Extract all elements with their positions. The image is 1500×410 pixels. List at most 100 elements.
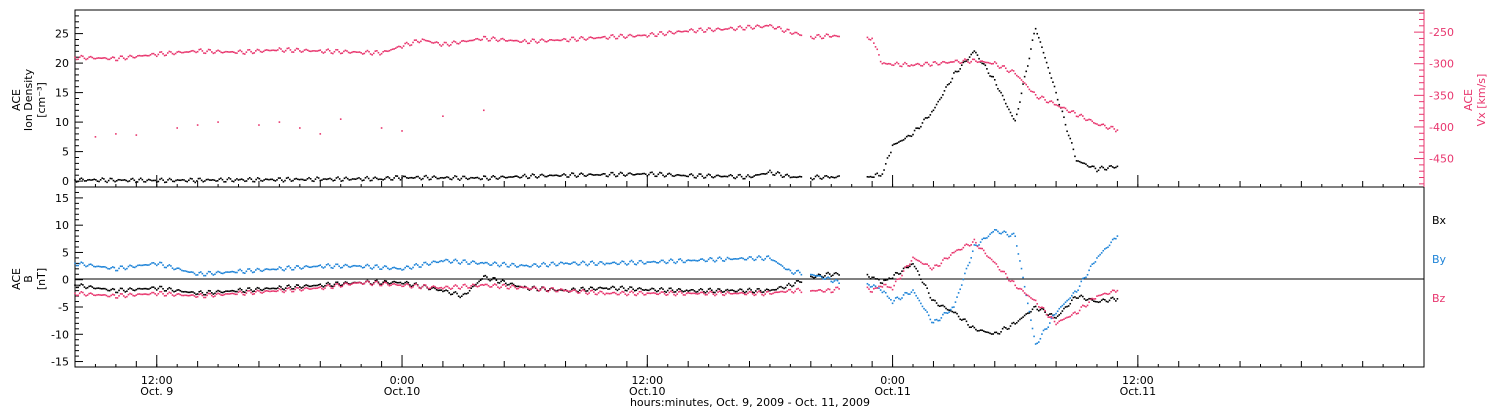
- data-point: [100, 57, 103, 60]
- data-point: [613, 261, 616, 264]
- data-point: [234, 179, 237, 181]
- data-point: [1037, 98, 1040, 100]
- data-point: [396, 46, 399, 48]
- data-point: [1058, 105, 1061, 108]
- data-point: [652, 173, 655, 175]
- data-point: [915, 63, 917, 65]
- data-point: [215, 290, 218, 293]
- data-point: [343, 264, 345, 267]
- data-point: [871, 285, 873, 288]
- data-point: [401, 130, 403, 132]
- series-by: [74, 229, 1119, 345]
- data-point: [511, 39, 513, 42]
- data-point: [262, 291, 265, 294]
- data-point: [310, 288, 312, 290]
- data-point: [273, 268, 276, 271]
- data-point: [688, 173, 691, 176]
- data-point: [204, 52, 207, 55]
- data-point: [962, 246, 965, 249]
- data-point: [201, 50, 204, 52]
- data-point: [407, 177, 410, 179]
- data-point: [778, 286, 781, 288]
- data-point: [1115, 237, 1117, 240]
- data-point: [1001, 94, 1004, 97]
- data-point: [236, 178, 238, 180]
- data-point: [445, 258, 447, 261]
- data-point: [893, 284, 895, 287]
- data-point: [602, 262, 605, 265]
- data-point: [945, 312, 947, 314]
- data-point: [171, 52, 174, 55]
- data-point: [709, 27, 711, 30]
- data-point: [649, 171, 652, 174]
- data-point: [390, 282, 392, 285]
- data-point: [976, 54, 979, 56]
- data-point: [915, 267, 917, 270]
- data-point: [951, 306, 954, 309]
- data-point: [387, 283, 389, 286]
- data-point: [594, 293, 597, 296]
- data-point: [371, 284, 373, 287]
- data-point: [514, 264, 517, 267]
- data-point: [868, 284, 870, 286]
- data-point: [354, 264, 356, 267]
- data-point: [836, 286, 839, 289]
- data-point: [240, 269, 243, 272]
- data-point: [168, 177, 171, 180]
- data-point: [107, 295, 109, 298]
- data-point: [311, 50, 314, 52]
- data-point: [717, 288, 719, 290]
- top-panel-frame: [74, 9, 1425, 188]
- data-point: [188, 294, 191, 297]
- data-point: [390, 284, 392, 287]
- data-point: [288, 47, 290, 49]
- data-point: [881, 173, 884, 175]
- data-point: [965, 243, 968, 246]
- data-point: [369, 267, 372, 269]
- data-point: [325, 285, 328, 287]
- data-point: [108, 295, 111, 298]
- data-point: [214, 273, 216, 276]
- data-point: [283, 288, 285, 291]
- data-point: [714, 260, 716, 263]
- data-point: [821, 289, 823, 292]
- data-point: [729, 258, 732, 261]
- data-point: [209, 292, 212, 295]
- data-point: [538, 289, 540, 292]
- data-point: [129, 292, 131, 295]
- data-point: [777, 262, 779, 264]
- data-point: [475, 285, 477, 287]
- data-point: [624, 37, 627, 39]
- data-point: [448, 45, 450, 47]
- data-point: [1042, 308, 1045, 311]
- data-point: [673, 175, 675, 178]
- data-point: [916, 297, 919, 299]
- data-point: [363, 179, 365, 181]
- data-point: [210, 272, 213, 275]
- data-point: [197, 177, 200, 180]
- x-axis-label: hours:minutes, Oct. 9, 2009 - Oct. 11, 2…: [630, 396, 870, 409]
- data-point: [648, 173, 650, 176]
- data-point: [1115, 166, 1117, 169]
- data-point: [231, 50, 234, 53]
- data-point: [1111, 296, 1114, 299]
- data-point: [80, 291, 83, 293]
- data-point: [995, 84, 998, 86]
- data-point: [78, 262, 81, 265]
- data-point: [306, 265, 309, 268]
- data-point: [1014, 119, 1017, 122]
- data-point: [467, 263, 469, 265]
- data-point: [817, 273, 820, 276]
- data-point: [1012, 232, 1015, 235]
- data-point: [632, 173, 634, 176]
- data-point: [1047, 316, 1050, 318]
- data-point: [382, 266, 384, 269]
- data-point: [194, 181, 197, 184]
- data-point: [183, 179, 185, 181]
- data-point: [967, 58, 969, 61]
- data-point: [199, 290, 202, 292]
- data-point: [564, 38, 567, 41]
- data-point: [250, 50, 252, 53]
- data-point: [287, 176, 290, 179]
